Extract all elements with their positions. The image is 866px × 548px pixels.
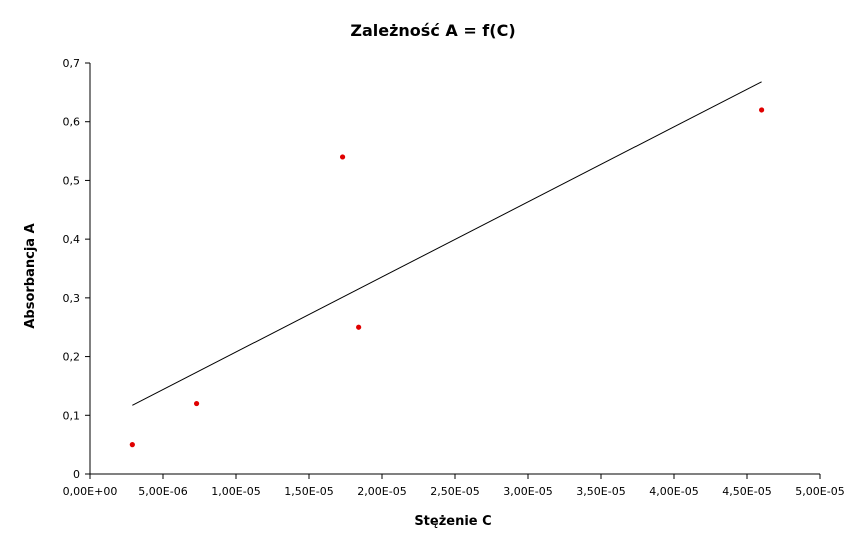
x-tick-label: 2,00E-05 — [357, 485, 406, 498]
x-tick-label: 2,50E-05 — [430, 485, 479, 498]
x-tick-label: 3,00E-05 — [503, 485, 552, 498]
y-tick-label: 0,7 — [63, 57, 81, 70]
data-point — [129, 442, 135, 448]
plot-area — [89, 63, 820, 475]
y-tick-label: 0,1 — [63, 409, 81, 422]
data-point — [759, 107, 765, 113]
trendline-layer — [132, 81, 762, 406]
y-tick-label: 0,5 — [63, 174, 81, 187]
x-tick-label: 5,00E-06 — [138, 485, 187, 498]
trendline — [132, 81, 762, 406]
x-axis-ticks: 0,00E+00 5,00E-06 1,00E-05 1,50E-05 2,00E-05… — [63, 474, 845, 498]
x-tick-label: 3,50E-05 — [576, 485, 625, 498]
data-point — [193, 400, 200, 407]
data-points — [129, 107, 765, 448]
data-point — [356, 324, 362, 330]
y-tick-label: 0 — [73, 468, 80, 481]
y-tick-label: 0,3 — [63, 292, 81, 305]
x-tick-label: 4,50E-05 — [722, 485, 771, 498]
x-tick-label: 5,00E-05 — [795, 485, 844, 498]
y-tick-label: 0,2 — [63, 351, 81, 364]
x-axis-title: Stężenie C — [414, 514, 491, 529]
data-point — [339, 154, 346, 160]
x-tick-label: 1,00E-05 — [211, 485, 260, 498]
y-axis-title: Absorbancja A — [23, 223, 38, 328]
y-axis-ticks: 0 0,1 0,2 0,3 0,4 0,5 0,6 0,7 — [63, 57, 90, 481]
x-tick-label: 0,00E+00 — [63, 485, 118, 498]
chart-title: Zależność A = f(C) — [350, 21, 515, 40]
y-tick-label: 0,6 — [63, 116, 81, 129]
x-tick-label: 4,00E-05 — [649, 485, 698, 498]
x-tick-label: 1,50E-05 — [284, 485, 333, 498]
y-tick-label: 0,4 — [63, 233, 81, 246]
